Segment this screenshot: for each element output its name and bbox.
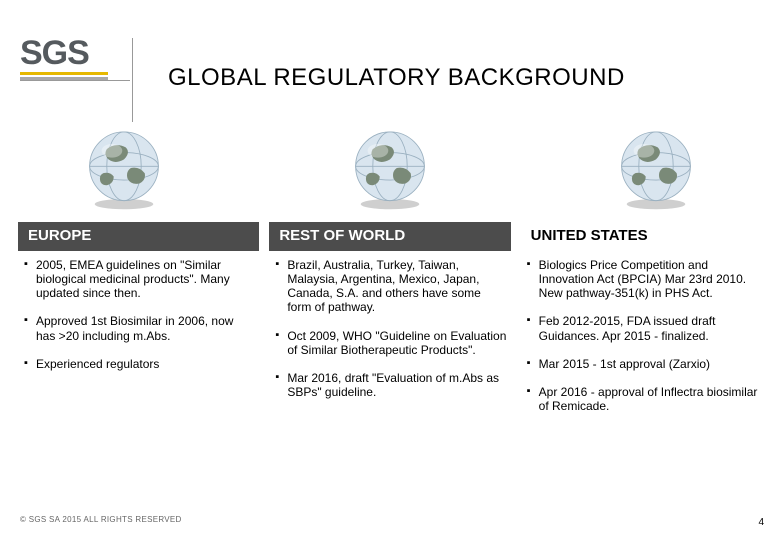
bullet-item: 2005, EMEA guidelines on "Similar biolog… [22,258,255,300]
logo-horizontal-rule [20,80,130,81]
bullet-item: Mar 2015 - 1st approval (Zarxio) [525,357,758,371]
logo-bar-1 [20,72,108,75]
column-rest-of-world: Brazil, Australia, Turkey, Taiwan, Malay… [269,252,510,427]
column-header-europe: EUROPE [18,222,259,251]
columns: 2005, EMEA guidelines on "Similar biolog… [18,252,762,427]
slide: SGS GLOBAL REGULATORY BACKGROUND EUROPE … [0,0,780,540]
bullet-item: Brazil, Australia, Turkey, Taiwan, Malay… [273,258,506,315]
globe-icon [613,125,699,211]
column-headers: EUROPE REST OF WORLD UNITED STATES [18,222,762,251]
bullet-item: Apr 2016 - approval of Inflectra biosimi… [525,385,758,413]
bullet-item: Approved 1st Biosimilar in 2006, now has… [22,314,255,342]
column-header-united-states: UNITED STATES [521,222,762,251]
copyright: © SGS SA 2015 ALL RIGHTS RESERVED [20,515,182,524]
logo: SGS [20,36,140,82]
globe-icon [347,125,433,211]
page-title: GLOBAL REGULATORY BACKGROUND [168,64,625,92]
column-europe: 2005, EMEA guidelines on "Similar biolog… [18,252,259,427]
globe-icon [81,125,167,211]
logo-vertical-rule [132,38,133,122]
page-number: 4 [758,517,764,528]
bullet-item: Mar 2016, draft "Evaluation of m.Abs as … [273,371,506,399]
bullet-item: Oct 2009, WHO "Guideline on Evaluation o… [273,329,506,357]
globe-row [0,125,780,211]
bullet-item: Experienced regulators [22,357,255,371]
bullet-item: Biologics Price Competition and Innovati… [525,258,758,300]
column-header-rest-of-world: REST OF WORLD [269,222,510,251]
column-united-states: Biologics Price Competition and Innovati… [521,252,762,427]
logo-text: SGS [20,36,140,70]
bullet-item: Feb 2012-2015, FDA issued draft Guidance… [525,314,758,342]
